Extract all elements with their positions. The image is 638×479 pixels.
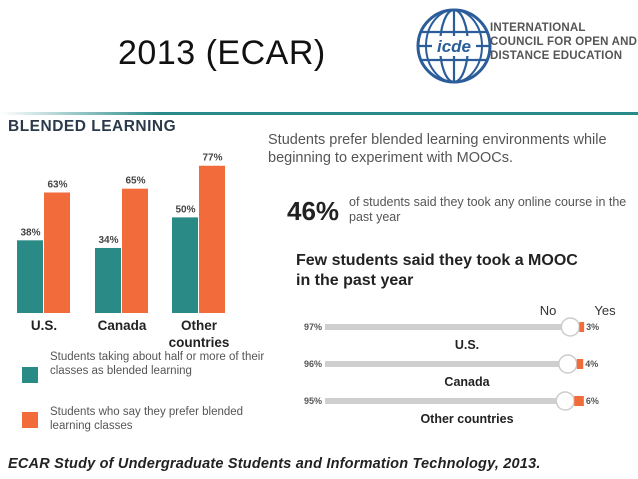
no-column-label: No [540, 303, 557, 318]
no-value-label: 96% [304, 359, 322, 369]
category-label: Canada [98, 318, 147, 333]
yes-bar [579, 322, 585, 332]
source-citation: ECAR Study of Undergraduate Students and… [8, 456, 541, 472]
mooc-heading: Few students said they took a MOOC in th… [296, 252, 578, 289]
blended-bar-chart: 38% 63% U.S. 34% 65% Canada 50% 77% Other countri… [17, 153, 230, 350]
mooc-category-label: Canada [444, 375, 490, 389]
yes-bar [574, 396, 584, 406]
mooc-bar-chart: No Yes 97% 3% U.S. 96% 4% Canada 95% 6% Other coun… [304, 303, 616, 426]
bar-u-s--1 [44, 192, 70, 313]
svg-text:icde: icde [437, 37, 471, 56]
legend-swatch-orange [22, 412, 38, 428]
bar-value-label: 63% [47, 180, 67, 191]
no-value-label: 97% [304, 322, 322, 332]
bar-value-label: 65% [125, 176, 145, 187]
divider-dot [560, 317, 581, 337]
logo-line-1: INTERNATIONAL [490, 22, 586, 34]
icde-globe-logo-icon: icde [416, 8, 492, 84]
logo-line-2: COUNCIL FOR OPEN AND [490, 36, 638, 48]
category-label: countries [169, 335, 230, 350]
no-bar [325, 398, 568, 404]
legend-swatch-teal [22, 367, 38, 383]
yes-value-label: 6% [586, 396, 599, 406]
no-bar [325, 324, 573, 330]
divider-rule [0, 112, 638, 115]
bar-u-s--0 [17, 240, 43, 313]
mooc-category-label: U.S. [455, 338, 479, 352]
category-label: Other [181, 318, 218, 333]
yes-column-label: Yes [594, 303, 616, 318]
online-stat-text: of students said they took any online co… [349, 195, 627, 224]
section-title: BLENDED LEARNING [8, 118, 177, 135]
blended-heading: Students prefer blended learning environ… [268, 132, 607, 166]
legend-label-teal: Students taking about half or more of th… [50, 351, 265, 377]
divider-dot [558, 354, 578, 374]
divider-dot [555, 391, 575, 411]
no-bar [325, 361, 570, 367]
category-label: U.S. [31, 318, 57, 333]
slide-title: 2013 (ECAR) [118, 34, 326, 72]
legend-label-orange: Students who say they prefer blended lea… [50, 406, 244, 432]
bar-other-countries-1 [199, 165, 225, 313]
yes-value-label: 4% [585, 359, 598, 369]
bar-value-label: 50% [175, 204, 195, 215]
bar-other-countries-0 [172, 217, 198, 313]
logo-line-3: DISTANCE EDUCATION [490, 50, 623, 62]
bar-canada-1 [122, 188, 148, 313]
yes-value-label: 3% [586, 322, 599, 332]
bar-value-label: 77% [202, 153, 222, 164]
yes-bar [576, 359, 584, 369]
bar-canada-0 [95, 247, 121, 313]
bar-value-label: 34% [98, 235, 118, 246]
no-value-label: 95% [304, 396, 322, 406]
bar-value-label: 38% [20, 227, 40, 238]
online-stat-value: 46% [287, 196, 340, 226]
mooc-category-label: Other countries [420, 412, 513, 426]
